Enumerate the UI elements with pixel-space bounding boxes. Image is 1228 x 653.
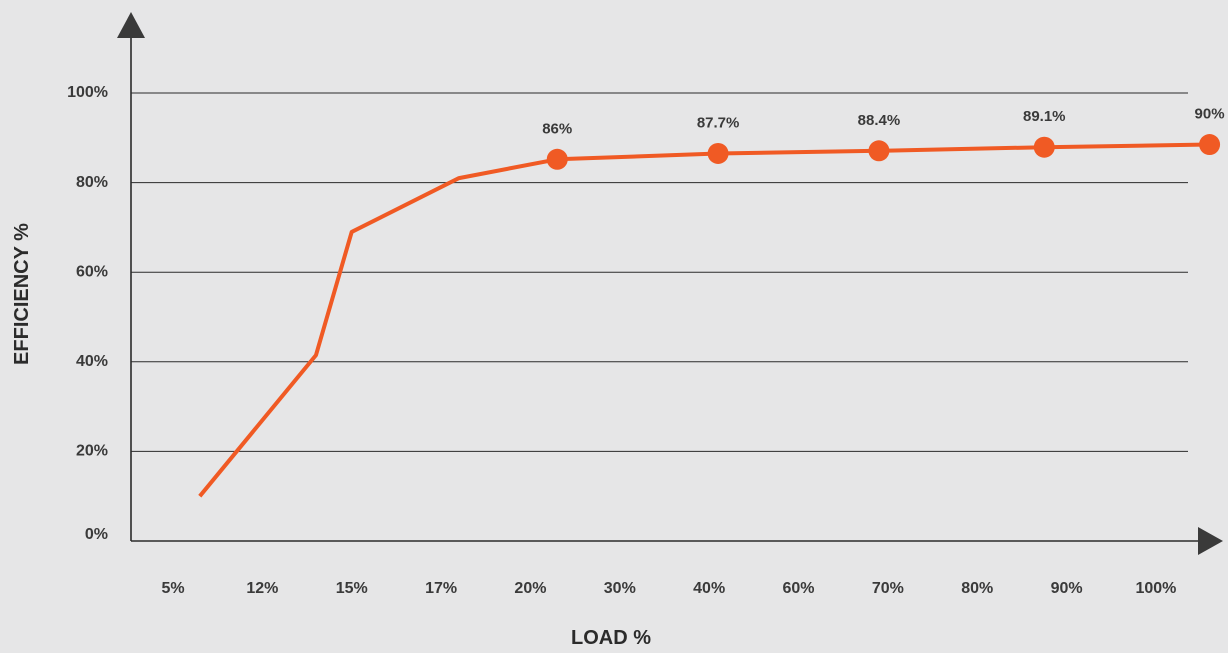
y-tick-label: 100% (67, 84, 108, 101)
x-tick-label: 20% (514, 580, 546, 597)
x-tick-label: 100% (1135, 580, 1176, 597)
x-tick-label: 80% (961, 580, 993, 597)
grid-lines (131, 92, 1188, 452)
x-tick-label: 15% (336, 580, 368, 597)
x-tick-label: 30% (604, 580, 636, 597)
data-label: 90% (1195, 106, 1225, 123)
y-tick-label: 60% (76, 263, 108, 280)
x-axis-arrow-icon (1198, 527, 1223, 555)
x-tick-label: 17% (425, 580, 457, 597)
series-line (198, 142, 1210, 498)
x-tick-label: 60% (783, 580, 815, 597)
y-tick-label: 20% (76, 443, 108, 460)
y-axis-title: EFFICIENCY % (11, 223, 33, 365)
data-labels: 86% 87.7% 88.4% 89.1% 90% (542, 106, 1224, 138)
data-label: 86% (542, 120, 572, 137)
x-tick-label: 12% (246, 580, 278, 597)
y-tick-label: 80% (76, 174, 108, 191)
x-tick-label: 90% (1051, 580, 1083, 597)
series-line-group (198, 142, 1210, 498)
x-axis-title: LOAD % (571, 627, 651, 649)
data-label: 89.1% (1023, 108, 1066, 125)
y-tick-label: 40% (76, 353, 108, 370)
data-point-marker (546, 148, 568, 170)
series-markers (546, 134, 1221, 170)
data-label: 87.7% (697, 114, 740, 131)
x-tick-label: 40% (693, 580, 725, 597)
y-axis-arrow-icon (117, 12, 145, 38)
x-tick-label: 5% (161, 580, 184, 597)
x-tick-labels: 5% 12% 15% 17% 20% 30% 40% 60% 70% 80% 90% 100% (161, 580, 1176, 597)
data-point-marker (1199, 134, 1221, 156)
y-tick-label: 0% (85, 526, 108, 543)
x-tick-label: 70% (872, 580, 904, 597)
data-point-marker (1033, 136, 1055, 158)
axes (117, 12, 1223, 555)
data-point-marker (707, 142, 729, 164)
data-point-marker (868, 140, 890, 162)
data-label: 88.4% (858, 112, 901, 129)
y-tick-labels: 0% 20% 40% 60% 80% 100% (67, 84, 108, 543)
